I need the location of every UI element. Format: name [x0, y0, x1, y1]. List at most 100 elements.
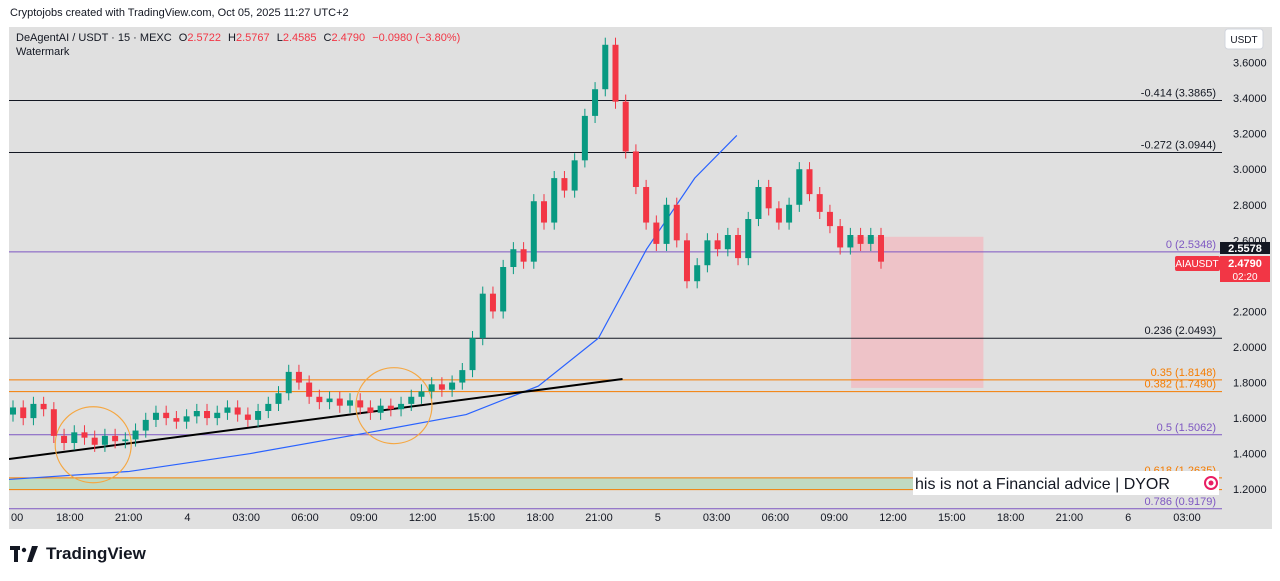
- candle-body: [285, 371, 292, 394]
- candle-body: [755, 187, 762, 219]
- candle-body: [622, 101, 629, 152]
- candle-body: [683, 240, 690, 282]
- candle-body: [173, 418, 180, 422]
- legend-close-value: 2.4790: [332, 32, 366, 44]
- legend-symbol: DeAgentAI / USDT · 15 · MEXC: [16, 32, 172, 44]
- time-tick-label: 5: [655, 512, 661, 524]
- candle-body: [632, 151, 639, 187]
- currency-button-label: USDT: [1230, 35, 1257, 46]
- accumulation-circle: [54, 406, 132, 484]
- time-tick-label: 03:00: [1173, 512, 1201, 524]
- candle-body: [295, 371, 302, 383]
- disclaimer-text: his is not a Financial advice | DYOR: [915, 476, 1170, 493]
- fib-level-label: 0.35 (1.8148): [1151, 367, 1216, 379]
- candle-body: [438, 384, 445, 390]
- zone-layer: [9, 236, 984, 490]
- fib-level-label: 0.786 (0.9179): [1144, 496, 1216, 508]
- candle-body: [61, 435, 68, 443]
- candle-body: [581, 115, 588, 161]
- candle-body: [786, 204, 793, 223]
- candle-body: [735, 235, 742, 259]
- countdown-tag: 02:20: [1232, 272, 1257, 283]
- price-tick-label: 3.0000: [1233, 164, 1267, 176]
- candle-body: [336, 398, 343, 406]
- candle-body: [745, 219, 752, 259]
- candle-body: [204, 411, 211, 419]
- candle-body: [265, 403, 272, 411]
- candle-body: [489, 293, 496, 312]
- support-trendline[interactable]: [9, 378, 623, 460]
- candle-body: [163, 412, 170, 419]
- candle-body: [796, 169, 803, 205]
- fib-level-label: -0.414 (3.3865): [1141, 88, 1216, 100]
- legend-high-value: 2.5767: [236, 32, 270, 44]
- candle-body: [122, 439, 129, 442]
- price-axis[interactable]: 3.60003.40003.20003.00002.80002.60002.40…: [1233, 58, 1267, 497]
- legend-close-label: C: [324, 32, 332, 44]
- time-tick-label: 18:00: [56, 512, 84, 524]
- price-tick-label: 2.8000: [1233, 200, 1267, 212]
- crosshair-price-tag: 2.5578: [1228, 243, 1262, 255]
- candle-body: [428, 384, 435, 392]
- candle-body: [387, 405, 394, 410]
- candle-body: [20, 407, 27, 419]
- candlestick-series: [10, 37, 884, 452]
- candle-body: [81, 432, 88, 438]
- candle-body: [101, 435, 108, 445]
- candle-body: [398, 403, 405, 410]
- price-tick-label: 1.2000: [1233, 484, 1267, 496]
- chart-pane[interactable]: -0.414 (3.3865) -0.272 (3.0944) 0 (2.5348)…: [9, 27, 1272, 529]
- time-tick-label: 09:00: [350, 512, 378, 524]
- moving-average-path: [9, 135, 738, 481]
- candle-body: [806, 169, 813, 195]
- candle-body: [643, 187, 650, 223]
- candle-body: [275, 393, 282, 404]
- candle-body: [612, 44, 619, 102]
- candle-body: [71, 432, 78, 443]
- candle-body: [132, 430, 139, 440]
- time-axis[interactable]: 00 18:00 21:00 4 03:00 06:00 09:00 12:00 15:00 18…: [11, 512, 1201, 524]
- candle-body: [326, 398, 333, 403]
- price-tick-label: 3.2000: [1233, 129, 1267, 141]
- time-tick-label: 00: [11, 512, 23, 524]
- time-tick-label: 09:00: [820, 512, 848, 524]
- currency-button[interactable]: USDT: [1224, 28, 1264, 50]
- price-target-zone: [851, 236, 984, 388]
- trendline-layer[interactable]: [9, 378, 623, 460]
- candle-body: [244, 414, 251, 420]
- fib-retracement[interactable]: -0.414 (3.3865) -0.272 (3.0944) 0 (2.5348)…: [9, 88, 1222, 510]
- candle-body: [724, 235, 731, 250]
- time-tick-label: 21:00: [585, 512, 613, 524]
- legend-open-label: O: [179, 32, 188, 44]
- target-icon-center: [1208, 480, 1214, 486]
- tradingview-logo[interactable]: TradingView: [10, 544, 146, 564]
- fib-level-label: 0.5 (1.5062): [1157, 422, 1216, 434]
- legend-low-value: 2.4585: [283, 32, 317, 44]
- candle-body: [30, 403, 37, 419]
- price-tick-label: 2.0000: [1233, 342, 1267, 354]
- fib-level-label: 0.382 (1.7490): [1144, 379, 1216, 391]
- candle-body: [316, 396, 323, 403]
- price-tick-label: 3.4000: [1233, 93, 1267, 105]
- time-tick-label: 06:00: [291, 512, 319, 524]
- time-tick-label: 03:00: [703, 512, 731, 524]
- candle-body: [816, 194, 823, 212]
- legend: DeAgentAI / USDT · 15 · MEXC O2.5722 H2.…: [16, 32, 460, 58]
- candle-body: [704, 240, 711, 266]
- time-tick-label: 4: [184, 512, 190, 524]
- tradingview-icon: [10, 546, 38, 562]
- price-tick-label: 1.4000: [1233, 449, 1267, 461]
- symbol-tag: AIAUSDT: [1175, 259, 1218, 270]
- candle-body: [224, 407, 231, 413]
- candle-body: [418, 391, 425, 397]
- legend-change: −0.0980 (−3.80%): [372, 32, 460, 44]
- candle-body: [847, 235, 854, 248]
- candle-body: [234, 407, 241, 415]
- time-tick-label: 15:00: [938, 512, 966, 524]
- last-price-tag: 2.4790: [1228, 258, 1262, 270]
- candle-body: [377, 405, 384, 413]
- disclaimer-banner: his is not a Financial advice | DYOR: [913, 471, 1219, 495]
- candle-body: [50, 409, 57, 436]
- moving-average-line: [9, 135, 738, 481]
- price-chart[interactable]: -0.414 (3.3865) -0.272 (3.0944) 0 (2.5348)…: [9, 27, 1272, 529]
